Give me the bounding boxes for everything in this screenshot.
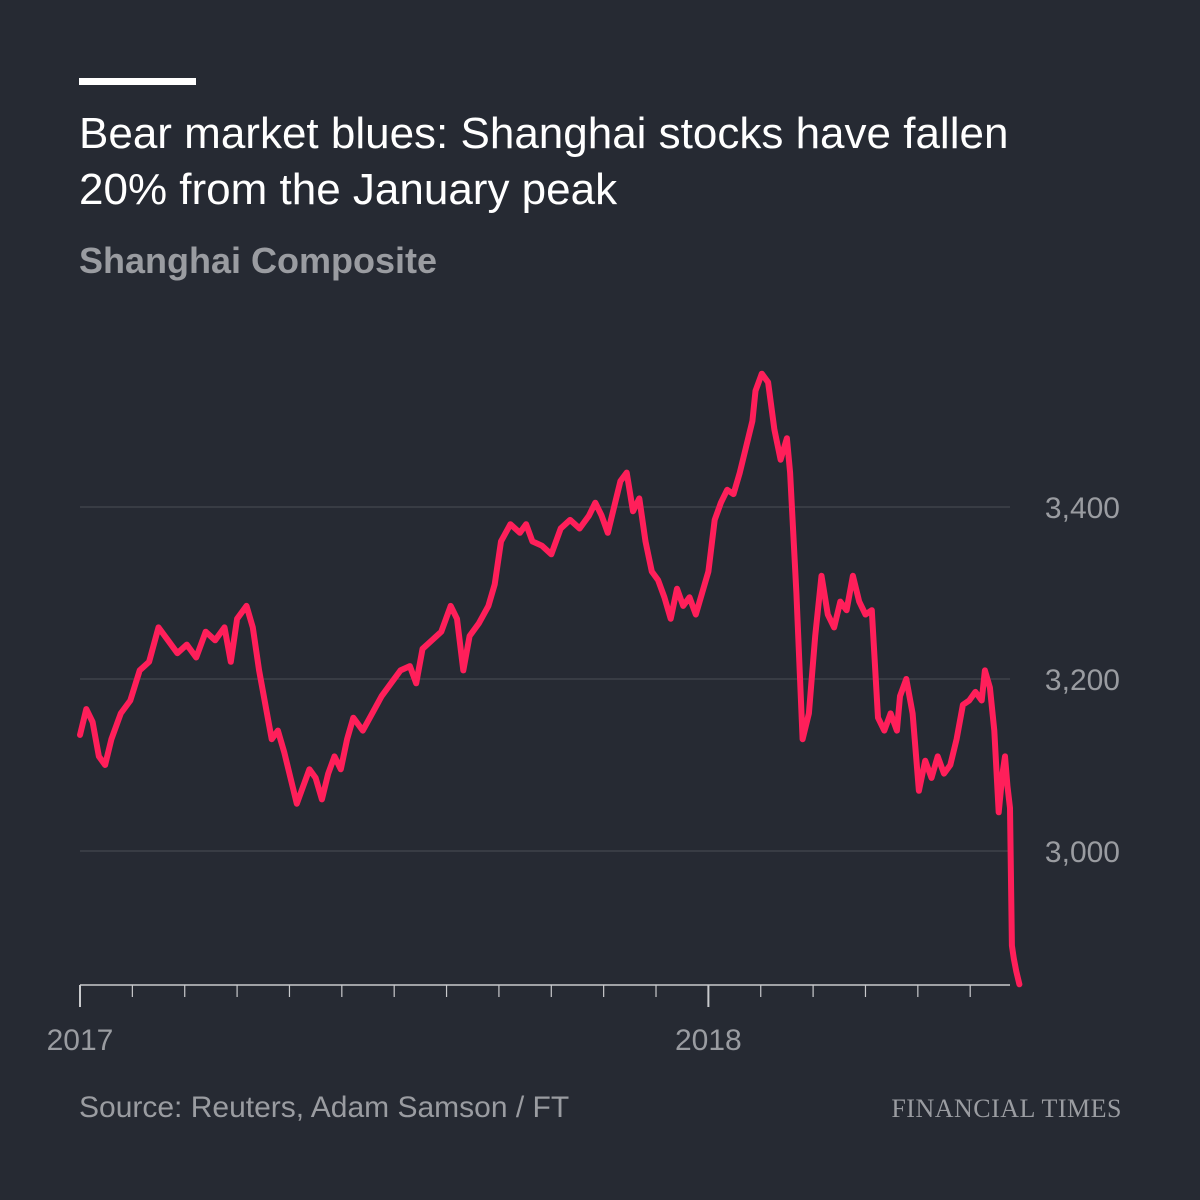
source-note: Source: Reuters, Adam Samson / FT [79,1091,570,1124]
brand-logo: Financial Times [891,1094,1122,1123]
x-tick-label: 2017 [47,1024,114,1057]
y-tick-labels: 3,000 3,200 3,400 [1045,492,1120,869]
grid-lines [80,506,1010,852]
x-tick-labels: 2017 2018 [47,1024,742,1057]
y-tick-label: 3,400 [1045,492,1120,525]
y-tick-label: 3,000 [1045,836,1120,869]
series-line [77,370,1023,988]
x-tick-label: 2018 [675,1024,742,1057]
x-minor-ticks [79,985,971,1007]
chart-title: Bear market blues: Shanghai stocks have … [79,109,1009,214]
chart-subtitle: Shanghai Composite [79,240,438,281]
y-tick-label: 3,200 [1045,664,1120,697]
accent-bar [79,78,196,85]
